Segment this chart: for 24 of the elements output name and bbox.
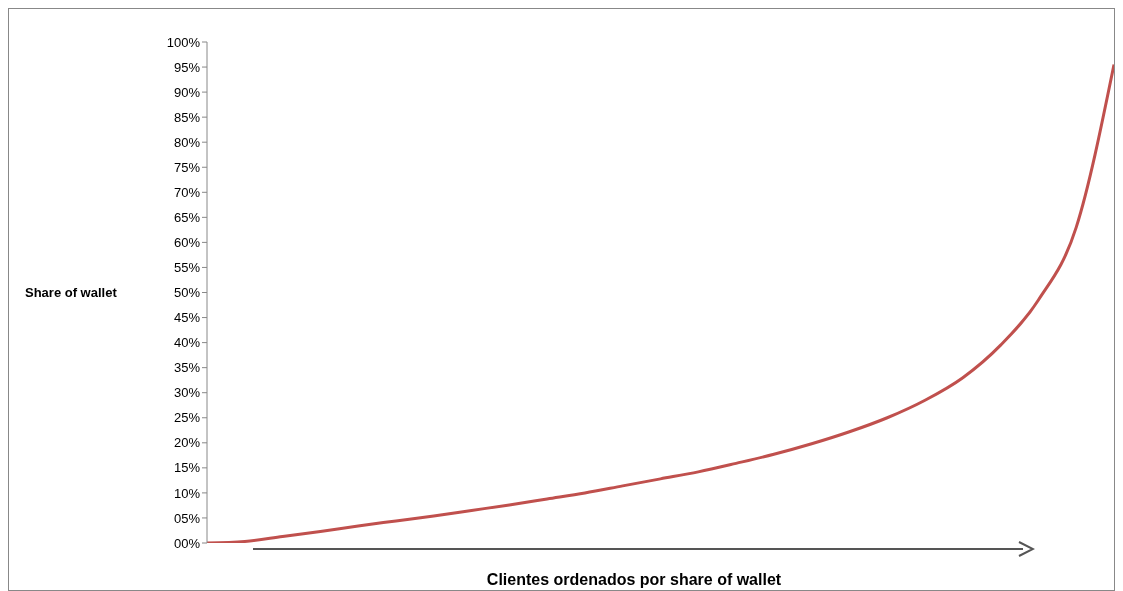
y-tick-label: 00% bbox=[173, 535, 201, 551]
y-tick-label: 05% bbox=[173, 510, 201, 526]
y-tick-label: 40% bbox=[173, 335, 201, 351]
y-tick-label: 60% bbox=[173, 235, 201, 251]
y-tick-label: 55% bbox=[173, 260, 201, 276]
y-tick-label: 90% bbox=[173, 84, 201, 100]
y-tick-label: 30% bbox=[173, 385, 201, 401]
y-tick-label: 35% bbox=[173, 360, 201, 376]
y-tick-label: 75% bbox=[173, 159, 201, 175]
y-tick-label: 85% bbox=[173, 109, 201, 125]
x-axis-title: Clientes ordenados por share of wallet bbox=[485, 571, 783, 589]
y-tick-label: 100% bbox=[166, 34, 201, 50]
y-axis-title: Share of wallet bbox=[25, 285, 117, 300]
y-tick-label: 95% bbox=[173, 59, 201, 75]
y-tick-label: 80% bbox=[173, 134, 201, 150]
line-series bbox=[205, 63, 1114, 543]
y-tick-label: 25% bbox=[173, 410, 201, 426]
y-tick-label: 70% bbox=[173, 184, 201, 200]
y-tick-label: 50% bbox=[173, 285, 201, 301]
y-tick-label: 65% bbox=[173, 209, 201, 225]
y-tick-label: 10% bbox=[173, 485, 201, 501]
y-tick-label: 15% bbox=[173, 460, 201, 476]
y-tick-label: 45% bbox=[173, 310, 201, 326]
y-tick-label: 20% bbox=[173, 435, 201, 451]
